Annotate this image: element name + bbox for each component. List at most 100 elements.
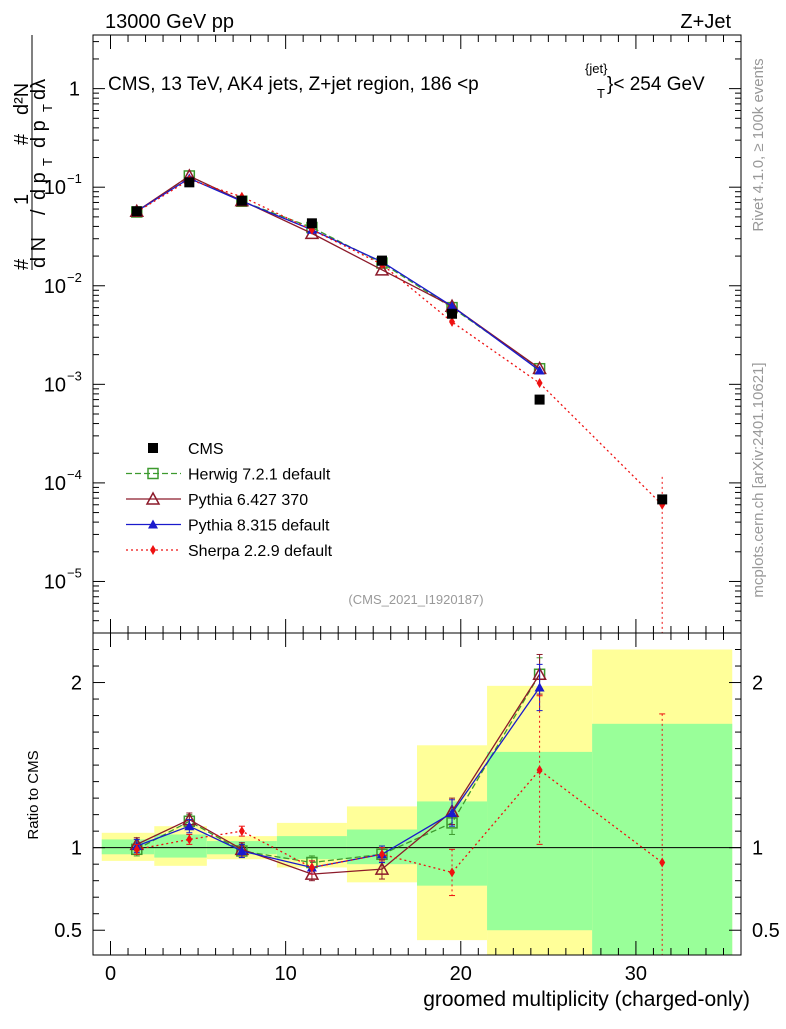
title-sup: {jet}	[585, 61, 608, 76]
ratio-point-pythia-8-315-default	[534, 682, 545, 692]
ratio-point-sherpa-2-2-9-default	[238, 826, 245, 837]
ratio-y-label: Ratio to CMS	[25, 750, 42, 839]
ratio-y-tick-label-right: 1	[752, 838, 763, 860]
ratio-point-pythia-8-315-default	[447, 807, 458, 817]
legend-marker-herwig-7-2-1-default	[147, 467, 159, 480]
main-y-label: 1 # d N / d p T # d²N d p T dλ	[11, 35, 55, 270]
ratio-line-sherpa-2-2-9-default	[136, 769, 663, 874]
point-cms	[184, 177, 195, 188]
axes: 110 −110 −210 −310 −410 −50 10 20 300.5 0.51 12 2	[44, 34, 780, 985]
line-pythia-8-315-default	[136, 177, 540, 372]
ratio-frame	[92, 632, 742, 956]
ratio-y-tick-label-right: 0.5	[752, 920, 780, 942]
point-cms	[376, 255, 387, 266]
ratio-panel	[93, 649, 741, 955]
title-main: CMS, 13 TeV, AK4 jets, Z+jet region, 186…	[108, 74, 479, 95]
ratio-point-sherpa-2-2-9-default	[186, 834, 193, 845]
y-tick-label: 10	[44, 276, 66, 298]
legend-label-herwig-7-2-1-default: Herwig 7.2.1 default	[188, 467, 331, 484]
ratio-series	[129, 653, 666, 956]
chart-title: CMS, 13 TeV, AK4 jets, Z+jet region, 186…	[108, 61, 705, 101]
ylabel-hash1: #	[11, 258, 33, 270]
ylabel-t1: T	[40, 158, 55, 166]
ylabel-slash: /	[28, 209, 50, 215]
x-tick-label: 20	[450, 963, 472, 985]
ratio-point-sherpa-2-2-9-default	[536, 765, 543, 776]
series-pythia-6-427-370	[129, 168, 547, 375]
point-sherpa-2-2-9-default	[536, 378, 543, 389]
point-pythia-8-315-default	[534, 365, 545, 375]
series-pythia-8-315-default	[131, 173, 545, 375]
y-tick-exponent: −2	[67, 270, 82, 285]
legend-marker-sherpa-2-2-9-default	[150, 545, 156, 555]
legend-marker-pythia-6-427-370	[145, 491, 161, 505]
line-pythia-6-427-370	[136, 175, 540, 369]
y-tick-label: 10	[44, 177, 66, 199]
y-tick-exponent: −1	[67, 171, 82, 186]
main-series	[129, 168, 668, 633]
legend-marker-cms	[148, 443, 158, 453]
legend-label-sherpa-2-2-9-default: Sherpa 2.2.9 default	[188, 543, 333, 560]
ratio-point-sherpa-2-2-9-default	[308, 862, 315, 873]
header-left: 13000 GeV pp	[105, 11, 234, 33]
mcplots-label: mcplots.cern.ch [arXiv:2401.10621]	[750, 362, 767, 597]
y-tick-label: 10	[44, 571, 66, 593]
point-cms	[447, 308, 458, 319]
point-cms	[534, 394, 545, 405]
x-tick-label: 30	[625, 963, 647, 985]
ratio-point-sherpa-2-2-9-default	[133, 844, 140, 855]
legend-marker-pythia-8-315-default	[148, 519, 158, 529]
y-tick-exponent: −4	[67, 467, 82, 482]
y-tick-label: 10	[44, 473, 66, 495]
band-green	[101, 839, 155, 855]
x-tick-label: 0	[105, 963, 116, 985]
point-cms	[306, 218, 317, 229]
ylabel-dp: d p	[28, 172, 50, 200]
y-tick-exponent: −5	[67, 565, 82, 580]
point-cms	[131, 206, 142, 217]
ylabel-d2n: d²N	[11, 83, 33, 115]
point-sherpa-2-2-9-default	[449, 316, 456, 327]
band-green	[154, 834, 207, 858]
x-axis-label: groomed multiplicity (charged-only)	[423, 988, 750, 1011]
header-right: Z+Jet	[680, 11, 731, 33]
legend-label-pythia-8-315-default: Pythia 8.315 default	[188, 518, 330, 535]
ylabel-dp2: d p	[28, 120, 50, 148]
ratio-y-tick-label: 0.5	[54, 920, 82, 942]
x-tick-label: 10	[275, 963, 297, 985]
ratio-y-tick-label: 1	[71, 838, 82, 860]
y-tick-label: 10	[44, 374, 66, 396]
point-pythia-6-427-370	[374, 262, 390, 276]
legend: CMS Herwig 7.2.1 default Pythia 6.427 370 P…	[126, 441, 333, 560]
ratio-point-pythia-6-427-370	[374, 861, 390, 875]
series-cms	[131, 177, 668, 505]
point-cms	[236, 195, 247, 206]
legend-label-cms: CMS	[188, 441, 224, 458]
ratio-point-sherpa-2-2-9-default	[659, 857, 666, 868]
watermark: (CMS_2021_I1920187)	[348, 592, 483, 607]
ylabel-dlambda: dλ	[28, 79, 50, 100]
ylabel-one: 1	[11, 194, 33, 205]
ratio-point-sherpa-2-2-9-default	[378, 849, 385, 860]
ratio-point-pythia-8-315-default	[184, 821, 195, 831]
title-sub: T	[597, 86, 605, 101]
point-pythia-8-315-default	[447, 301, 458, 311]
line-sherpa-2-2-9-default	[136, 179, 663, 506]
ylabel-dn: d N	[28, 237, 50, 268]
ratio-y-tick-label-right: 2	[752, 673, 763, 695]
y-tick-exponent: −3	[67, 368, 82, 383]
ratio-point-pythia-8-315-default	[236, 845, 247, 855]
series-sherpa-2-2-9-default	[133, 174, 666, 633]
ratio-point-sherpa-2-2-9-default	[449, 867, 456, 878]
title-tail: }< 254 GeV	[607, 74, 705, 95]
ylabel-t2: T	[40, 104, 55, 112]
point-cms	[657, 494, 668, 505]
ratio-y-tick-label: 2	[71, 673, 82, 695]
y-tick-label: 1	[69, 79, 80, 101]
rivet-label: Rivet 4.1.0, ≥ 100k events	[750, 58, 767, 231]
ylabel-hash2: #	[11, 133, 33, 145]
legend-label-pythia-6-427-370: Pythia 6.427 370	[188, 492, 308, 509]
line-herwig-7-2-1-default	[136, 175, 540, 370]
ratio-series-sherpa-2-2-9-default	[133, 695, 666, 956]
